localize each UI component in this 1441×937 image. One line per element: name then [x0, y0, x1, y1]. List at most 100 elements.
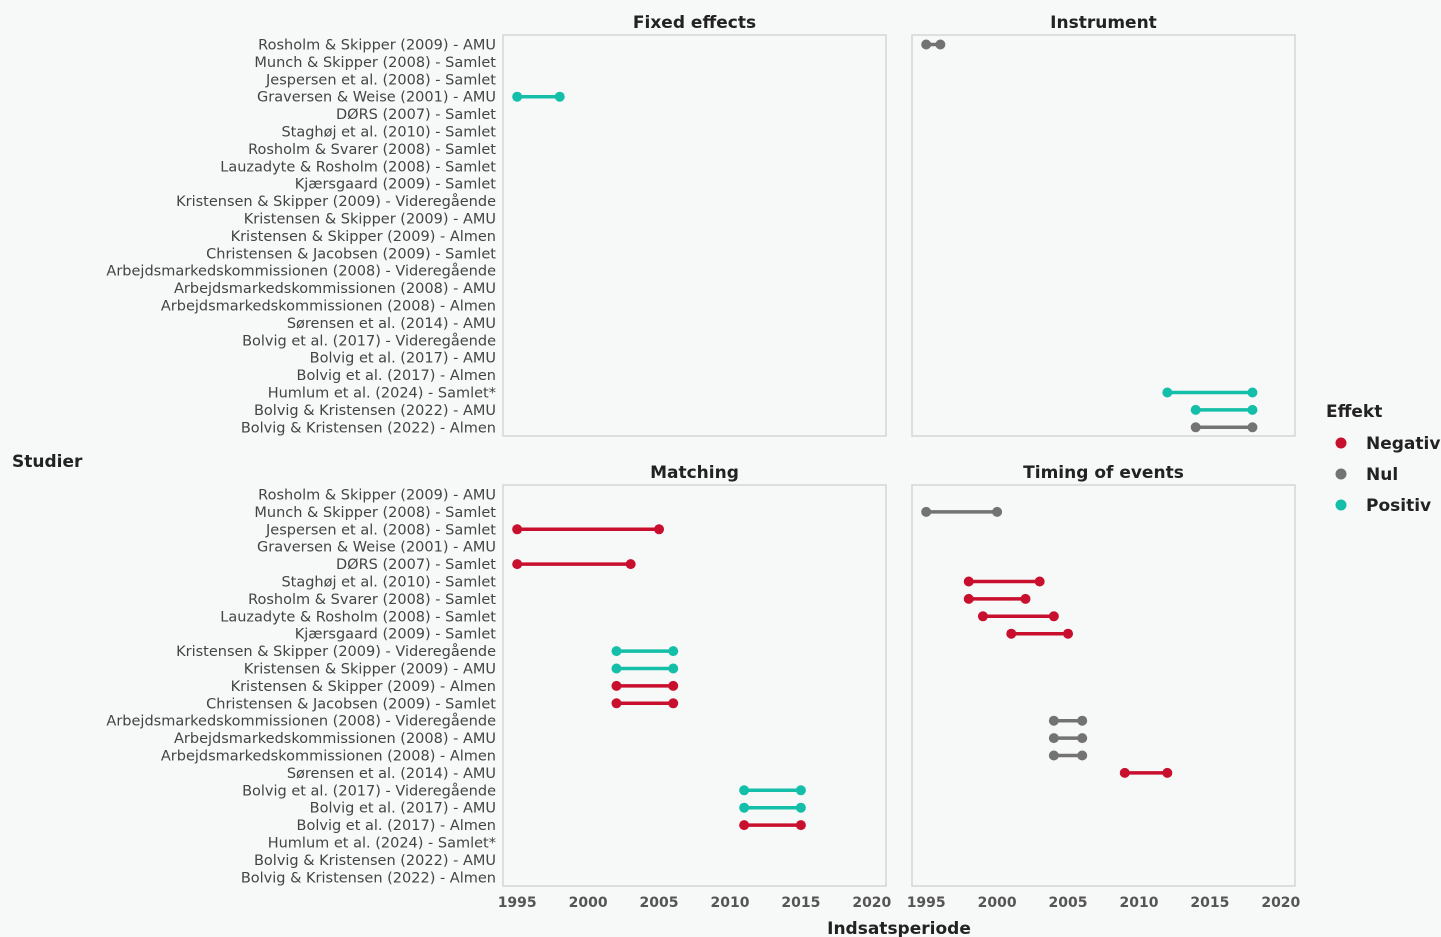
segment-end-point — [935, 39, 946, 50]
study-label: Sørensen et al. (2014) - AMU — [287, 316, 496, 332]
study-label: Munch & Skipper (2008) - Samlet — [254, 505, 496, 521]
panel-title-timing-of-events: Timing of events — [1023, 463, 1184, 483]
study-label: Graversen & Weise (2001) - AMU — [257, 90, 496, 106]
legend-swatch-positiv — [1335, 499, 1347, 511]
study-label: Bolvig et al. (2017) - Videregående — [242, 782, 496, 799]
segment-start-point — [739, 785, 750, 796]
segment-start-point — [512, 524, 523, 535]
segment-start-point — [1119, 767, 1130, 778]
segment-start-point — [963, 576, 974, 587]
study-label: Jespersen et al. (2008) - Samlet — [265, 72, 496, 88]
segment-end-point — [668, 646, 679, 657]
study-label: Rosholm & Svarer (2008) - Samlet — [248, 142, 496, 158]
study-label: Kristensen & Skipper (2009) - Videregåen… — [176, 643, 496, 660]
study-label: Sørensen et al. (2014) - AMU — [287, 766, 496, 782]
study-label: Christensen & Jacobsen (2009) - Samlet — [206, 696, 496, 712]
segment-end-point — [668, 698, 679, 709]
segment-start-point — [1006, 628, 1017, 639]
study-label: Lauzadyte & Rosholm (2008) - Samlet — [220, 609, 496, 625]
segment-start-point — [611, 646, 622, 657]
study-label: Arbejdsmarkedskommissionen (2008) - AMU — [174, 281, 496, 297]
x-tick-label: 2000 — [978, 895, 1017, 911]
study-label: Arbejdsmarkedskommissionen (2008) - Vide… — [106, 713, 496, 730]
segment-start-point — [1048, 715, 1059, 726]
study-label: Bolvig & Kristensen (2022) - AMU — [254, 853, 496, 869]
panel-matching-frame — [502, 484, 887, 887]
study-label: Graversen & Weise (2001) - AMU — [257, 540, 496, 556]
study-label: Arbejdsmarkedskommissionen (2008) - Vide… — [106, 263, 496, 280]
segment-end-point — [1034, 576, 1045, 587]
x-tick-label: 2000 — [569, 895, 608, 911]
study-label: Kristensen & Skipper (2009) - AMU — [244, 662, 496, 678]
segment-end-point — [992, 506, 1003, 517]
study-label: Bolvig & Kristensen (2022) - Almen — [241, 870, 496, 886]
segment-start-point — [1162, 387, 1173, 398]
legend-title: Effekt — [1326, 402, 1382, 422]
study-label: Christensen & Jacobsen (2009) - Samlet — [206, 246, 496, 262]
x-tick-label: 2015 — [781, 895, 820, 911]
study-label: Bolvig et al. (2017) - Almen — [297, 818, 496, 834]
segment-end-point — [668, 663, 679, 674]
x-tick-label: 2005 — [1049, 895, 1088, 911]
segment-end-point — [1020, 593, 1031, 604]
segment-start-point — [611, 663, 622, 674]
study-label: Rosholm & Skipper (2009) - AMU — [258, 488, 496, 504]
study-label: Bolvig et al. (2017) - AMU — [310, 801, 496, 817]
study-label: Kristensen & Skipper (2009) - AMU — [244, 212, 496, 228]
segment-start-point — [921, 39, 932, 50]
y-axis-title: Studier — [12, 452, 83, 472]
study-label: Staghøj et al. (2010) - Samlet — [281, 575, 496, 591]
segment-end-point — [668, 680, 679, 691]
study-label: Rosholm & Svarer (2008) - Samlet — [248, 592, 496, 608]
x-tick-label: 1995 — [907, 895, 946, 911]
legend-swatch-nul — [1335, 468, 1347, 480]
study-label: Bolvig et al. (2017) - AMU — [310, 351, 496, 367]
x-axis-title: Indsatsperiode — [827, 919, 971, 937]
legend-label-negativ: Negativ — [1366, 434, 1440, 454]
segment-end-point — [1063, 628, 1074, 639]
segment-start-point — [977, 611, 988, 622]
study-label: Kristensen & Skipper (2009) - Almen — [231, 229, 496, 245]
segment-end-point — [795, 820, 806, 831]
panel-title-matching: Matching — [650, 463, 739, 483]
panel-title-instrument: Instrument — [1050, 13, 1157, 33]
x-tick-label: 2005 — [640, 895, 679, 911]
segment-start-point — [1190, 404, 1201, 415]
study-label: Arbejdsmarkedskommissionen (2008) - Alme… — [161, 749, 496, 765]
study-label: Humlum et al. (2024) - Samlet* — [268, 386, 496, 402]
segment-end-point — [554, 91, 565, 102]
segment-end-point — [625, 559, 636, 570]
x-tick-label: 2020 — [852, 895, 891, 911]
segment-end-point — [1048, 611, 1059, 622]
study-label: Jespersen et al. (2008) - Samlet — [265, 522, 496, 538]
study-label: Arbejdsmarkedskommissionen (2008) - AMU — [174, 731, 496, 747]
segment-end-point — [795, 802, 806, 813]
segment-start-point — [739, 802, 750, 813]
segment-start-point — [512, 91, 523, 102]
study-label: Rosholm & Skipper (2009) - AMU — [258, 38, 496, 54]
segment-end-point — [1077, 733, 1088, 744]
segment-start-point — [963, 593, 974, 604]
segment-end-point — [1077, 715, 1088, 726]
study-label: Arbejdsmarkedskommissionen (2008) - Alme… — [161, 299, 496, 315]
segment-start-point — [739, 820, 750, 831]
study-label: DØRS (2007) - Samlet — [336, 557, 496, 573]
study-label: Staghøj et al. (2010) - Samlet — [281, 125, 496, 141]
panel-fixed-effects-frame — [502, 34, 887, 437]
segment-start-point — [611, 698, 622, 709]
x-tick-label: 2020 — [1261, 895, 1300, 911]
study-label: Munch & Skipper (2008) - Samlet — [254, 55, 496, 71]
study-label: Lauzadyte & Rosholm (2008) - Samlet — [220, 159, 496, 175]
segment-start-point — [921, 506, 932, 517]
segment-start-point — [512, 559, 523, 570]
panel-title-fixed-effects: Fixed effects — [633, 13, 756, 33]
segment-start-point — [1048, 750, 1059, 761]
segment-end-point — [795, 785, 806, 796]
legend-label-nul: Nul — [1366, 465, 1398, 485]
segment-start-point — [611, 680, 622, 691]
segment-end-point — [1247, 404, 1258, 415]
study-label: DØRS (2007) - Samlet — [336, 107, 496, 123]
panel-instrument-frame — [911, 34, 1296, 437]
x-tick-label: 2010 — [1119, 895, 1158, 911]
